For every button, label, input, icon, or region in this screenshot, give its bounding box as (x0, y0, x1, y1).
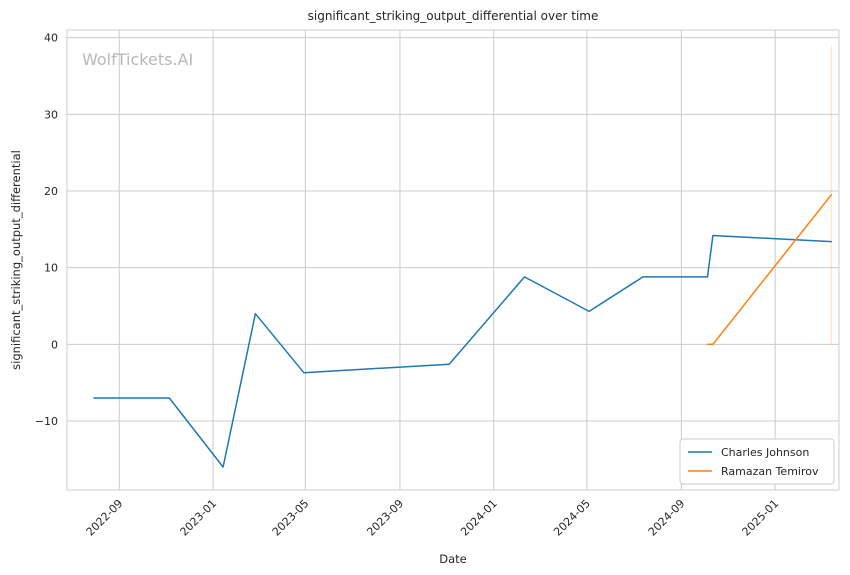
chart-title: significant_striking_output_differential… (308, 9, 599, 23)
y-tick-label-10: 10 (44, 262, 58, 275)
plot-frame (66, 29, 840, 491)
legend-label-ramazan-temirov: Ramazan Temirov (721, 465, 819, 478)
series-lines (93, 194, 833, 468)
legend: Charles Johnson Ramazan Temirov (679, 438, 835, 485)
y-axis-ticks: −10 0 10 20 30 40 (35, 32, 58, 428)
legend-box (679, 438, 835, 485)
series-line-ramazan-temirov (706, 194, 833, 346)
x-axis-label: Date (439, 552, 467, 566)
y-tick-label-0: 0 (51, 338, 58, 351)
y-axis-label: significant_striking_output_differential (9, 150, 23, 370)
y-tick-label-20: 20 (44, 185, 58, 198)
legend-label-charles-johnson: Charles Johnson (721, 446, 809, 459)
watermark-text: WolfTickets.AI (82, 50, 193, 69)
y-tick-label--10: −10 (35, 415, 58, 428)
series-line-charles-johnson (93, 234, 833, 468)
y-tick-label-40: 40 (44, 32, 58, 45)
y-tick-label-30: 30 (44, 108, 58, 121)
